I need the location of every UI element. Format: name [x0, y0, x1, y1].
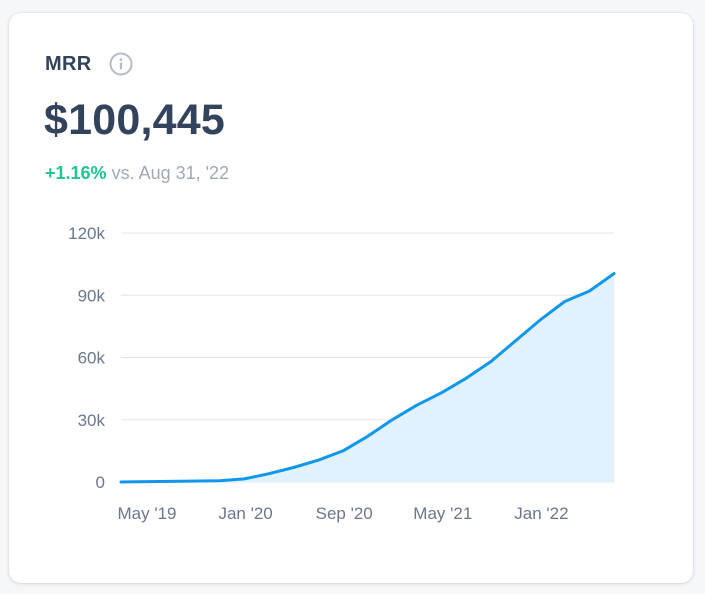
y-tick-label: 120k	[68, 224, 105, 243]
y-tick-label: 90k	[78, 286, 106, 305]
change-comparison: vs. Aug 31, '22	[111, 163, 230, 183]
y-tick-label: 60k	[78, 349, 106, 368]
change-percent: +1.16%	[45, 163, 107, 183]
x-tick-label: Sep '20	[316, 504, 373, 523]
change-row: +1.16% vs. Aug 31, '22	[45, 163, 229, 184]
card-title: MRR	[45, 52, 92, 75]
card-header: MRR	[45, 52, 133, 76]
mrr-value: $100,445	[44, 96, 225, 144]
x-tick-label: Jan '22	[514, 504, 568, 523]
series-line	[119, 272, 616, 484]
area-fill	[121, 273, 614, 482]
y-tick-label: 0	[96, 473, 105, 492]
x-tick-label: May '19	[118, 504, 177, 523]
x-tick-label: May '21	[413, 504, 472, 523]
mrr-chart: 0 30k 60k 90k 120k May '19 Jan '20 Sep '20 May '…	[68, 224, 616, 523]
info-circle-icon[interactable]	[109, 52, 133, 76]
x-tick-label: Jan '20	[218, 504, 272, 523]
y-tick-label: 30k	[78, 411, 106, 430]
mrr-card: MRR $100,445 +1.16% vs. Aug 31, '22 0 30k 6…	[9, 13, 693, 583]
